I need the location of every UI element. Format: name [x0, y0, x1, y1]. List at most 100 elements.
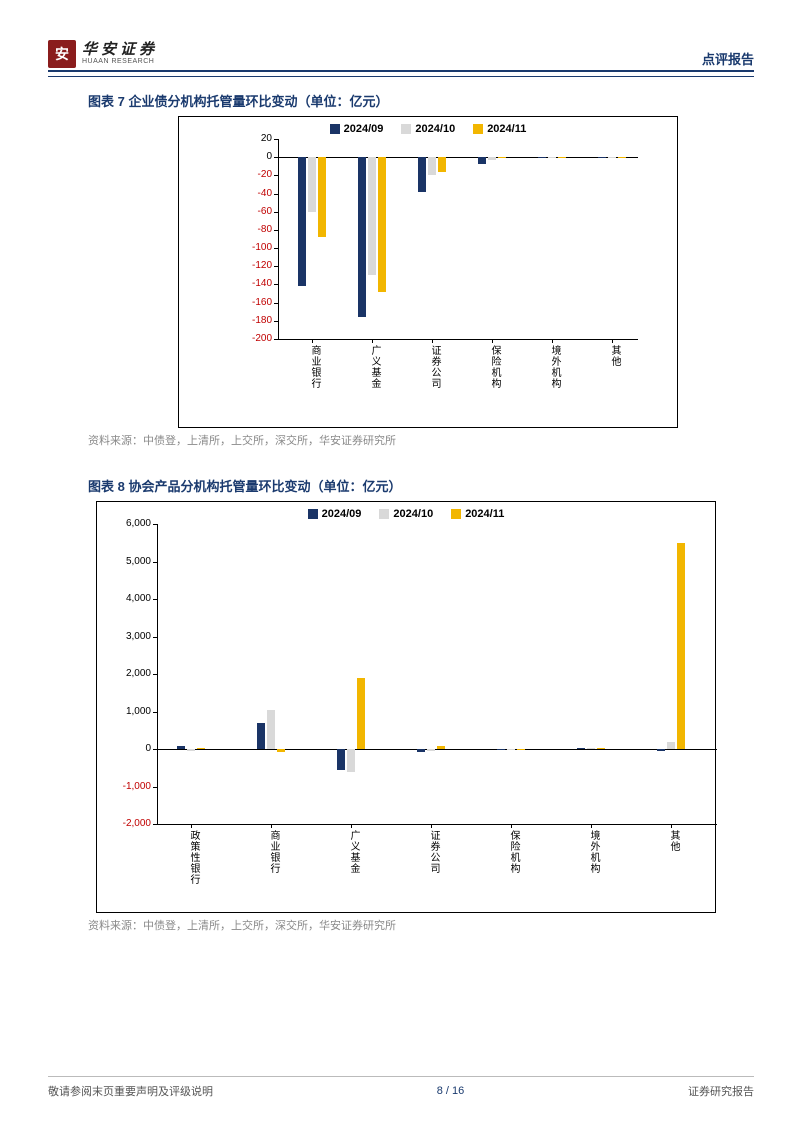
brand-text: 华安证券 HUAAN RESEARCH [82, 42, 158, 65]
bar [177, 746, 185, 749]
legend-swatch [330, 124, 340, 134]
bar [257, 723, 265, 749]
y-tick-mark [274, 212, 278, 213]
legend-swatch [308, 509, 318, 519]
chart8-source: 资料来源：中债登，上清所，上交所，深交所，华安证券研究所 [88, 917, 754, 933]
y-tick-label: 20 [218, 133, 272, 144]
y-tick-label: -40 [218, 188, 272, 199]
x-category-label: 证券公司 [427, 345, 442, 389]
legend-label: 2024/10 [415, 123, 455, 135]
bar [347, 749, 355, 772]
bar [538, 157, 546, 158]
footer-disclaimer: 敬请参阅末页重要声明及评级说明 [48, 1083, 213, 1099]
legend-label: 2024/11 [487, 123, 526, 135]
bar [357, 678, 365, 749]
bar [497, 749, 505, 750]
legend-item: 2024/09 [330, 123, 384, 135]
bar [427, 749, 435, 751]
legend-item: 2024/10 [401, 123, 455, 135]
bar [517, 749, 525, 750]
y-tick-label: -1,000 [97, 781, 151, 792]
bar [277, 749, 285, 752]
y-tick-mark [153, 637, 157, 638]
y-tick-label: -60 [218, 206, 272, 217]
brand-cn: 华安证券 [82, 42, 158, 58]
x-category-label: 商业银行 [266, 830, 281, 874]
bar [677, 543, 685, 749]
x-category-label: 其他 [607, 345, 622, 367]
bar [577, 748, 585, 749]
x-category-label: 商业银行 [307, 345, 322, 389]
chart8-plot: -2,000-1,00001,0002,0003,0004,0005,0006,… [97, 524, 717, 904]
y-tick-label: -20 [218, 169, 272, 180]
bar [187, 749, 195, 751]
y-tick-label: 2,000 [97, 668, 151, 679]
legend-swatch [451, 509, 461, 519]
y-tick-mark [274, 230, 278, 231]
x-category-label: 保险机构 [487, 345, 502, 389]
bar [657, 749, 665, 751]
footer-page: 8 / 16 [437, 1085, 465, 1097]
x-axis-bottom [157, 824, 717, 825]
y-tick-label: 5,000 [97, 556, 151, 567]
bar [478, 157, 486, 164]
bar [608, 157, 616, 158]
bar [558, 157, 566, 158]
footer-doc-label: 证券研究报告 [688, 1083, 754, 1099]
legend-swatch [401, 124, 411, 134]
x-category-label: 境外机构 [586, 830, 601, 874]
y-tick-mark [274, 248, 278, 249]
chart8-box: 2024/092024/102024/11 -2,000-1,00001,000… [96, 501, 716, 913]
legend-swatch [473, 124, 483, 134]
page-footer: 敬请参阅末页重要声明及评级说明 8 / 16 证券研究报告 [48, 1076, 754, 1099]
chart8-legend: 2024/092024/102024/11 [97, 508, 715, 520]
bar [437, 746, 445, 749]
y-tick-label: -180 [218, 315, 272, 326]
y-tick-label: 3,000 [97, 631, 151, 642]
bar [197, 748, 205, 749]
bar [318, 157, 326, 237]
x-category-label: 保险机构 [506, 830, 521, 874]
y-tick-mark [153, 562, 157, 563]
y-axis [157, 524, 158, 824]
bar [417, 749, 425, 752]
brand-en: HUAAN RESEARCH [82, 58, 158, 65]
y-tick-label: -140 [218, 278, 272, 289]
y-tick-mark [274, 194, 278, 195]
bar [298, 157, 306, 286]
bar [418, 157, 426, 192]
y-tick-mark [153, 674, 157, 675]
legend-item: 2024/09 [308, 508, 362, 520]
bar [597, 748, 605, 749]
y-tick-label: 0 [218, 151, 272, 162]
y-tick-mark [274, 157, 278, 158]
bar [667, 742, 675, 749]
y-tick-label: -100 [218, 242, 272, 253]
x-category-label: 其他 [666, 830, 681, 852]
y-tick-mark [274, 303, 278, 304]
page: 安 华安证券 HUAAN RESEARCH 点评报告 图表 7 企业债分机构托管… [0, 0, 802, 1133]
bar [618, 157, 626, 158]
x-category-label: 广义基金 [346, 830, 361, 874]
y-tick-label: 6,000 [97, 518, 151, 529]
y-tick-mark [274, 175, 278, 176]
bar [598, 157, 606, 158]
y-tick-mark [153, 787, 157, 788]
header-doc-type: 点评报告 [702, 49, 754, 68]
header-underline [48, 76, 754, 77]
chart7-source: 资料来源：中债登，上清所，上交所，深交所，华安证券研究所 [88, 432, 754, 448]
bar [507, 749, 515, 750]
x-category-label: 广义基金 [367, 345, 382, 389]
chart7-title: 图表 7 企业债分机构托管量环比变动（单位：亿元） [88, 91, 754, 110]
y-tick-mark [274, 266, 278, 267]
bar [488, 157, 496, 160]
x-category-label: 证券公司 [426, 830, 441, 874]
y-tick-label: -2,000 [97, 818, 151, 829]
y-tick-label: 0 [97, 743, 151, 754]
y-tick-mark [274, 139, 278, 140]
y-tick-label: -160 [218, 297, 272, 308]
chart8-title: 图表 8 协会产品分机构托管量环比变动（单位：亿元） [88, 476, 754, 495]
brand-block: 安 华安证券 HUAAN RESEARCH [48, 40, 158, 68]
y-tick-mark [153, 599, 157, 600]
y-tick-mark [153, 749, 157, 750]
